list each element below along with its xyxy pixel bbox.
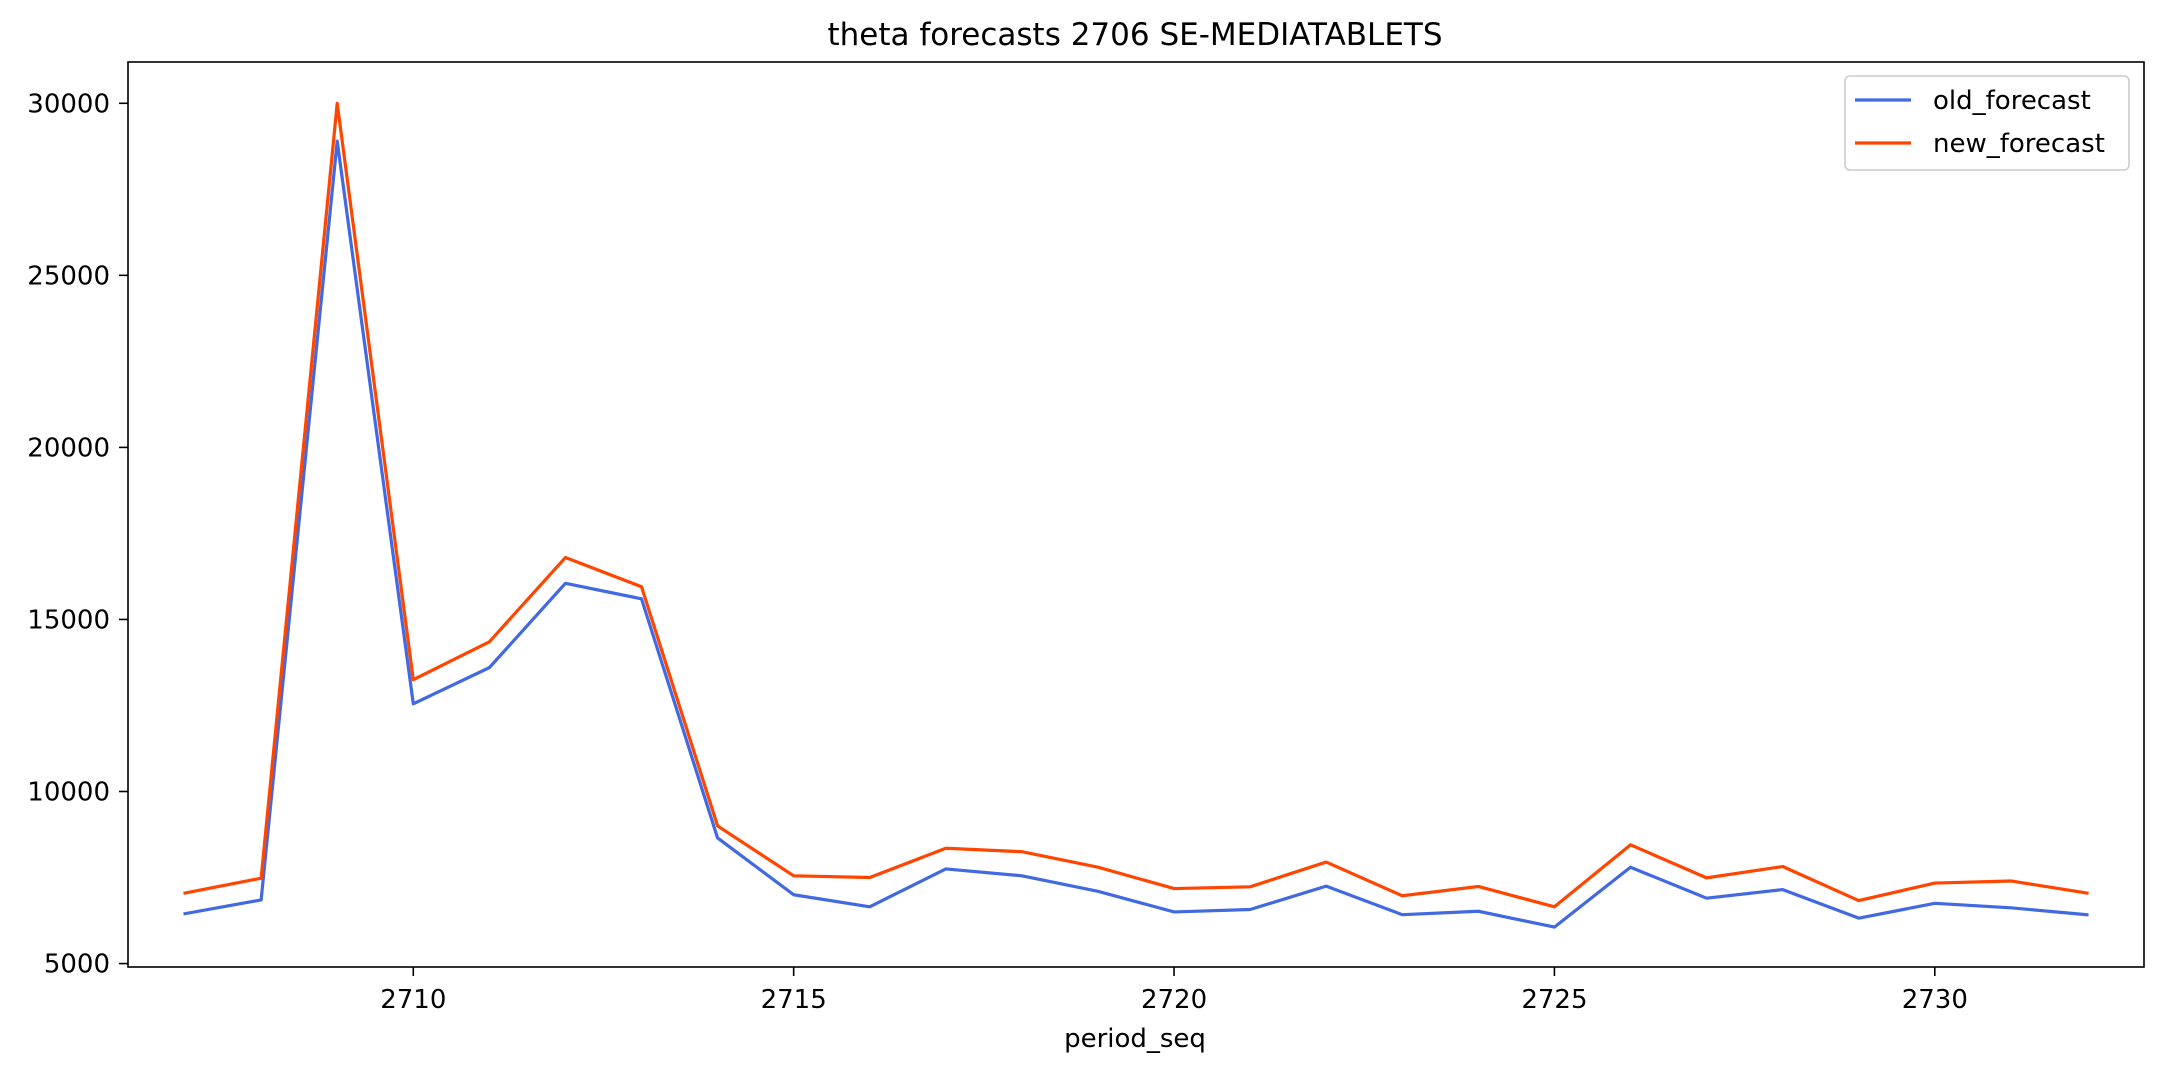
- legend-label-new-forecast: new_forecast: [1933, 129, 2105, 159]
- y-tick-label: 10000: [27, 778, 110, 808]
- y-tick-label: 30000: [27, 89, 110, 119]
- x-axis-label: period_seq: [1064, 1024, 1206, 1054]
- x-tick-label: 2710: [380, 985, 446, 1015]
- plot-frame: [127, 61, 2145, 968]
- legend-label-old-forecast: old_forecast: [1933, 86, 2091, 116]
- x-tick-label: 2720: [1141, 985, 1207, 1015]
- series-layer: [183, 101, 2089, 929]
- chart-title: theta forecasts 2706 SE-MEDIATABLETS: [827, 17, 1442, 53]
- y-tick-label: 20000: [27, 433, 110, 463]
- y-tick-label: 15000: [27, 605, 110, 635]
- legend: old_forecast new_forecast: [1844, 75, 2130, 171]
- x-tick-label: 2725: [1521, 985, 1587, 1015]
- x-tick-label: 2730: [1902, 985, 1968, 1015]
- y-tick-label: 25000: [27, 261, 110, 291]
- legend-box: [1844, 75, 2130, 171]
- x-axis-ticks: 2710 2715 2720 2725 2730: [380, 967, 1968, 1015]
- y-tick-label: 5000: [44, 950, 110, 980]
- x-tick-label: 2715: [761, 985, 827, 1015]
- series-line-old-forecast: [183, 139, 2089, 929]
- y-axis-ticks: 5000 10000 15000 20000 25000 30000: [27, 89, 128, 980]
- series-line-new-forecast: [183, 101, 2089, 909]
